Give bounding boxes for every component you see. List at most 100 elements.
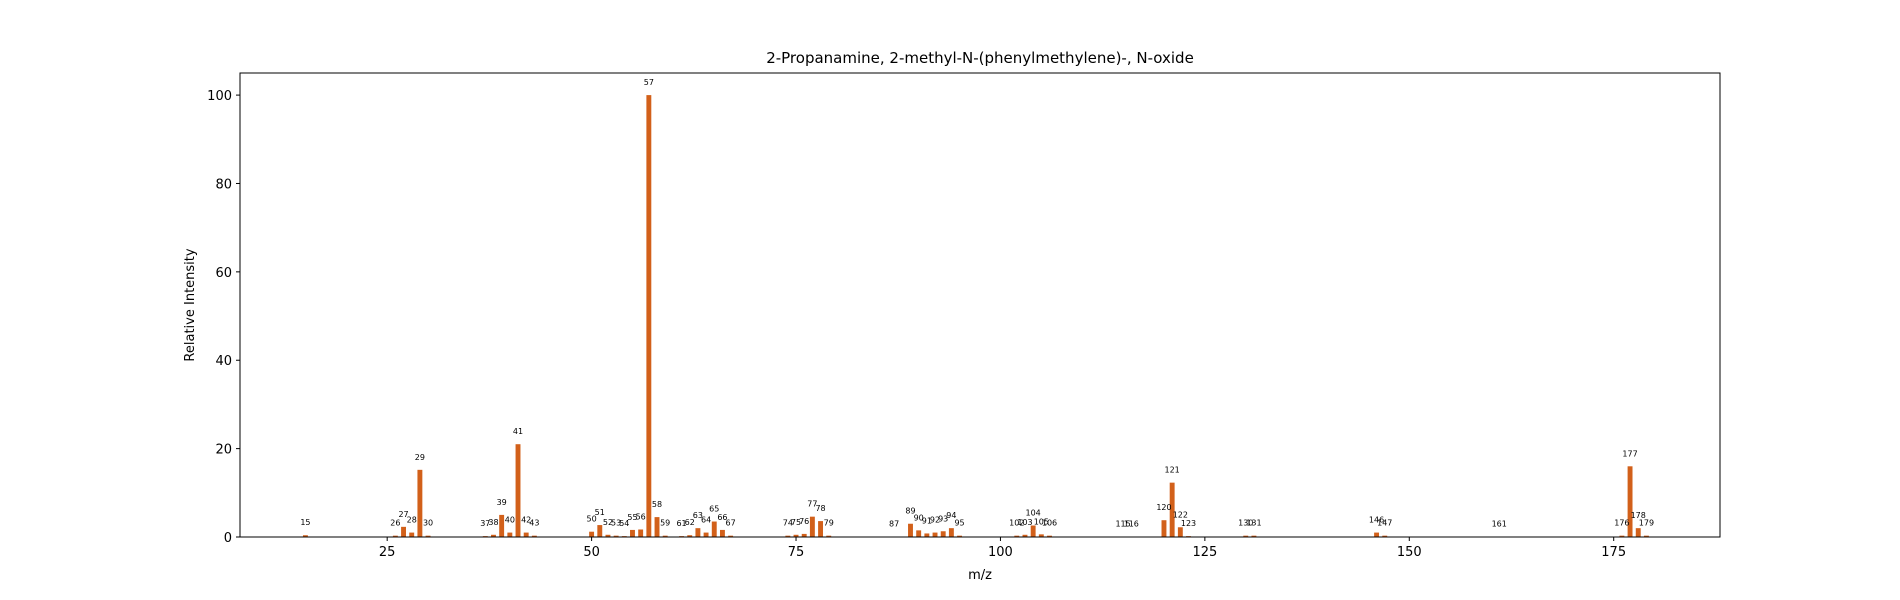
plot-area xyxy=(240,73,1720,537)
data-label-mz-120: 120 xyxy=(1156,503,1171,512)
data-label-mz-43: 43 xyxy=(529,519,539,528)
bar-mz-27 xyxy=(401,526,406,537)
x-tick-label: 100 xyxy=(988,545,1013,560)
data-label-mz-79: 79 xyxy=(824,519,834,528)
data-label-mz-130: 130 xyxy=(1238,519,1253,528)
y-tick-label: 40 xyxy=(215,354,232,369)
data-label-mz-77: 77 xyxy=(807,500,817,509)
x-axis-ticks: 25 50 75 100 125 150 175 xyxy=(379,537,1626,560)
data-label-mz-40: 40 xyxy=(505,516,515,525)
data-label-mz-76: 76 xyxy=(799,517,809,526)
bar-mz-28 xyxy=(409,532,415,537)
bar-mz-65 xyxy=(711,521,717,537)
data-label-mz-37: 37 xyxy=(480,519,490,528)
bar-mz-62 xyxy=(687,535,693,537)
bar-mz-131 xyxy=(1251,535,1257,537)
chart-title: 2-Propanamine, 2-methyl-N-(phenylmethyle… xyxy=(766,49,1194,67)
bar-mz-26 xyxy=(392,535,398,537)
data-label-mz-176: 176 xyxy=(1614,519,1629,528)
bar-mz-43 xyxy=(531,535,537,537)
data-label-mz-56: 56 xyxy=(636,512,646,521)
x-axis-label: m/z xyxy=(968,568,992,583)
data-label-mz-38: 38 xyxy=(488,518,498,527)
bar-mz-79 xyxy=(826,535,832,537)
data-label-mz-39: 39 xyxy=(497,498,507,507)
bar-mz-92 xyxy=(932,532,938,537)
bar-mz-51 xyxy=(597,525,603,537)
x-tick-label: 75 xyxy=(788,545,805,560)
data-label-mz-30: 30 xyxy=(423,519,433,528)
data-label-mz-28: 28 xyxy=(407,516,417,525)
data-label-mz-52: 52 xyxy=(603,518,613,527)
bars xyxy=(302,95,1649,537)
bar-mz-94 xyxy=(948,528,954,537)
data-label-mz-27: 27 xyxy=(398,510,408,519)
bar-mz-50 xyxy=(589,531,595,537)
y-tick-label: 20 xyxy=(215,443,232,458)
bar-mz-64 xyxy=(703,532,709,537)
bar-mz-59 xyxy=(662,535,668,537)
bar-mz-66 xyxy=(719,529,725,537)
bar-mz-67 xyxy=(728,535,734,537)
y-tick-label: 100 xyxy=(207,89,232,104)
data-label-mz-115: 115 xyxy=(1115,520,1130,529)
data-label-mz-87: 87 xyxy=(889,520,899,529)
bar-mz-63 xyxy=(695,528,701,537)
bar-mz-75 xyxy=(793,534,799,537)
bar-mz-41 xyxy=(515,444,521,537)
data-label-mz-55: 55 xyxy=(627,513,637,522)
data-label-mz-90: 90 xyxy=(914,513,924,522)
data-label-mz-89: 89 xyxy=(905,507,915,516)
data-label-mz-67: 67 xyxy=(726,519,736,528)
data-label-mz-41: 41 xyxy=(513,427,523,436)
bar-mz-179 xyxy=(1643,535,1649,537)
bar-mz-121 xyxy=(1169,482,1175,537)
data-label-mz-61: 61 xyxy=(676,519,686,528)
bar-mz-53 xyxy=(613,535,619,537)
data-label-mz-64: 64 xyxy=(701,516,711,525)
data-label-mz-178: 178 xyxy=(1631,511,1646,520)
bar-mz-76 xyxy=(801,533,807,537)
bar-mz-90 xyxy=(916,530,922,537)
data-label-mz-131: 131 xyxy=(1246,519,1261,528)
data-label-mz-51: 51 xyxy=(595,508,605,517)
bar-mz-177 xyxy=(1627,466,1633,537)
bar-mz-58 xyxy=(654,517,660,537)
data-label-mz-57: 57 xyxy=(644,78,654,87)
bar-mz-78 xyxy=(818,521,824,537)
bar-mz-106 xyxy=(1047,535,1052,537)
data-label-mz-53: 53 xyxy=(611,519,621,528)
bar-mz-122 xyxy=(1177,527,1183,537)
bar-mz-29 xyxy=(417,469,423,537)
x-tick-label: 25 xyxy=(379,545,396,560)
y-axis-label: Relative Intensity xyxy=(183,248,198,361)
y-tick-label: 60 xyxy=(215,266,232,281)
bar-mz-57 xyxy=(646,95,652,537)
bar-mz-39 xyxy=(499,514,505,537)
data-label-mz-63: 63 xyxy=(693,511,703,520)
data-label-mz-146: 146 xyxy=(1369,516,1384,525)
data-label-mz-161: 161 xyxy=(1492,520,1507,529)
y-tick-label: 0 xyxy=(224,531,232,546)
data-label-mz-66: 66 xyxy=(717,513,727,522)
bar-mz-176 xyxy=(1619,535,1625,537)
bar-mz-52 xyxy=(605,534,611,537)
data-label-mz-62: 62 xyxy=(685,518,695,527)
data-label-mz-147: 147 xyxy=(1377,519,1392,528)
bar-mz-105 xyxy=(1038,534,1044,537)
bar-mz-147 xyxy=(1382,535,1388,537)
data-label-mz-29: 29 xyxy=(415,453,425,462)
bar-mz-146 xyxy=(1374,532,1380,537)
data-label-mz-74: 74 xyxy=(783,519,793,528)
bar-mz-93 xyxy=(940,531,946,537)
data-label-mz-50: 50 xyxy=(587,515,597,524)
data-label-mz-103: 103 xyxy=(1017,518,1032,527)
data-label-mz-106: 106 xyxy=(1042,519,1057,528)
bar-mz-40 xyxy=(507,532,513,537)
bar-mz-102 xyxy=(1014,535,1020,537)
data-label-mz-15: 15 xyxy=(300,518,310,527)
bar-mz-74 xyxy=(785,535,791,537)
bar-mz-103 xyxy=(1022,534,1028,537)
x-tick-label: 50 xyxy=(583,545,600,560)
